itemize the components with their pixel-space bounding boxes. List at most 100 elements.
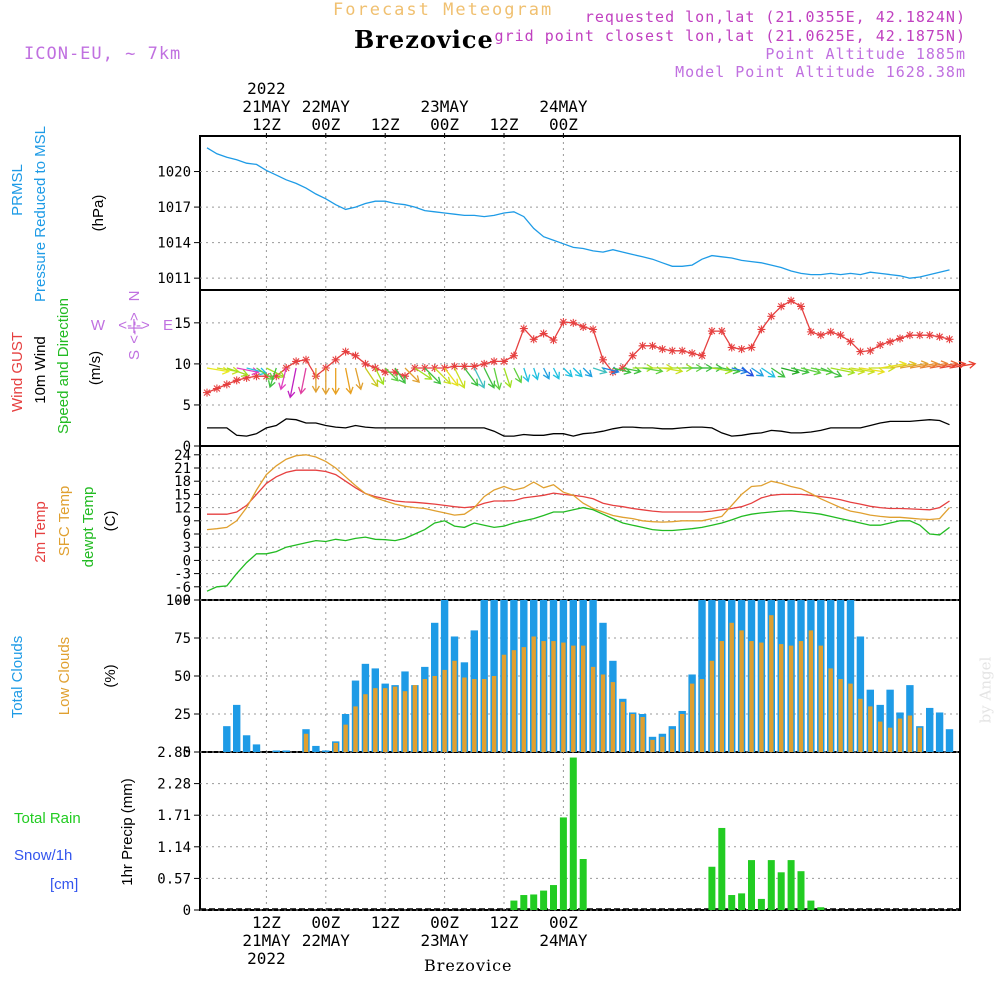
low-cloud-bar	[353, 706, 358, 752]
low-cloud-bar	[719, 641, 724, 752]
y-tick-label: 1.71	[157, 808, 191, 824]
low-cloud-bar	[392, 686, 398, 752]
y-tick-label: 50	[174, 669, 191, 685]
gust-point	[361, 359, 370, 368]
low-cloud-bar	[462, 677, 467, 752]
wind-vector	[424, 367, 442, 385]
gust-point	[628, 351, 637, 360]
wind-vector	[592, 366, 608, 375]
gust-point	[668, 346, 677, 355]
compass-s-label: S	[126, 350, 143, 360]
compass-w-label: W	[91, 317, 106, 334]
wind-vector	[404, 367, 420, 383]
hpa-label: (hPa)	[90, 195, 107, 232]
y-tick-label: -9	[174, 593, 191, 609]
rain-bar	[757, 898, 765, 910]
model-altitude: Model Point Altitude 1628.38m	[675, 63, 966, 81]
precip-label: 1hr Precip (mm)	[119, 778, 136, 886]
top-time-label: 12Z	[371, 115, 400, 134]
gust-point	[480, 359, 489, 368]
top-time-label: 21MAY	[242, 97, 291, 116]
low-cloud-bar	[373, 688, 378, 752]
percent-label: (%)	[102, 664, 119, 687]
wind-vector	[394, 367, 406, 385]
series-prmsl-line	[206, 147, 950, 279]
low-cloud-bar	[610, 682, 616, 752]
low-cloud-bar	[788, 645, 794, 752]
total-cloud-bar	[846, 600, 855, 752]
gust-point	[737, 345, 746, 354]
rain-bar	[738, 893, 746, 910]
y-tick-label: 0.57	[157, 871, 191, 887]
top-time-label: 12Z	[252, 115, 281, 134]
wind-vector	[463, 367, 479, 387]
gust-point	[272, 372, 281, 381]
rain-legend: Total Rain	[14, 810, 81, 827]
gust-point	[509, 351, 518, 360]
low-cloud-bar	[383, 688, 388, 752]
wind-vector	[364, 367, 379, 388]
wind-vector	[236, 367, 260, 376]
y-tick-label: 5	[183, 398, 191, 414]
low-cloud-bar	[432, 676, 437, 752]
wind-vector	[513, 367, 523, 384]
wind-vector	[354, 367, 364, 391]
pressure-label: Pressure Reduced to MSL	[32, 126, 49, 302]
rain-bar	[540, 890, 548, 910]
gust-point	[549, 336, 558, 345]
wind-vector	[840, 366, 866, 376]
gust-point	[678, 346, 687, 355]
gust-point	[331, 355, 340, 364]
rain-bar	[559, 817, 567, 910]
wind-vector	[331, 368, 340, 396]
wind-vector	[949, 360, 977, 369]
gust-point	[915, 331, 924, 340]
gust-point	[905, 331, 914, 340]
series-gust-line	[206, 299, 950, 394]
gust-point	[638, 341, 647, 350]
gust-point	[242, 373, 251, 382]
wind-vector	[503, 367, 513, 389]
wind-vector	[226, 367, 249, 378]
y-tick-label: 9	[183, 514, 191, 530]
wind-vector	[770, 367, 786, 378]
low-cloud-bar	[868, 706, 873, 752]
low-cloud-bar	[907, 715, 913, 752]
temp2m-label: 2m Temp	[32, 501, 49, 562]
low-cloud-bar	[729, 622, 734, 752]
gust-point	[569, 318, 578, 327]
prmsl-label: PRMSL	[9, 164, 26, 216]
gust-point	[886, 337, 895, 346]
snow-unit-legend: [cm]	[50, 876, 78, 893]
low-cloud-bar	[808, 630, 814, 752]
low-cloud-bar	[363, 694, 368, 752]
low-cloud-bar	[442, 669, 447, 752]
subtitle: Forecast Meteogram	[333, 0, 554, 20]
low-cloud-bar	[343, 724, 348, 752]
total-cloud-bar	[856, 636, 865, 752]
wind-vector	[909, 360, 939, 369]
gust-point	[688, 349, 697, 358]
gust-label: Wind GUST	[9, 332, 26, 412]
rain-bar	[708, 866, 716, 910]
bottom-time-label: 12Z	[252, 913, 281, 932]
low-cloud-bar	[620, 701, 625, 752]
series-wind-line	[207, 418, 950, 437]
gust-point	[836, 331, 845, 340]
low-cloud-bar	[897, 718, 903, 752]
y-tick-label: 15	[174, 316, 191, 332]
total-cloud-bar	[242, 735, 251, 752]
top-time-label: 2022	[247, 79, 286, 98]
bottom-time-label: 00Z	[311, 913, 340, 932]
gust-point	[490, 357, 499, 366]
total-cloud-bar	[223, 726, 231, 752]
low-cloud-bar	[571, 645, 576, 752]
gust-point	[460, 362, 469, 371]
low-cloud-bar	[511, 650, 517, 752]
gust-point	[935, 332, 944, 341]
gust-point	[806, 327, 815, 336]
low-cloud-bar	[660, 736, 665, 752]
wind-label: 10m Wind	[32, 336, 49, 404]
wind-vector	[522, 367, 531, 383]
wind-vector	[531, 367, 540, 381]
